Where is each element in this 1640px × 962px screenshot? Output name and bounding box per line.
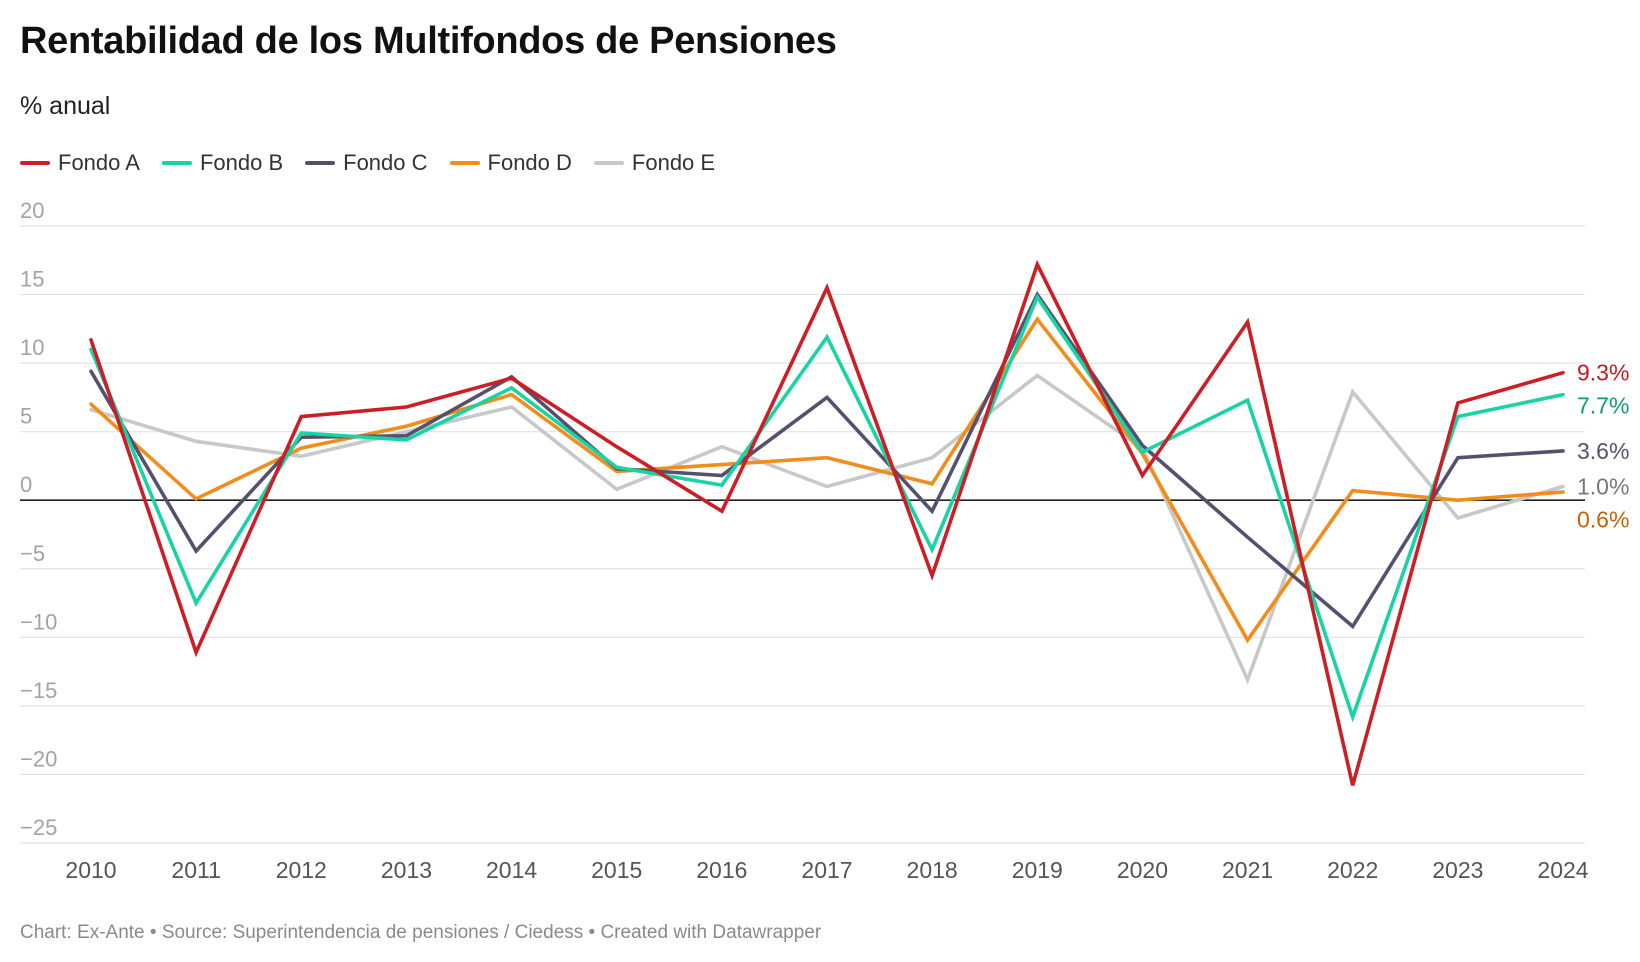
y-tick-label: −10 bbox=[20, 609, 57, 634]
chart-title: Rentabilidad de los Multifondos de Pensi… bbox=[20, 20, 837, 62]
y-tick-label: −20 bbox=[20, 746, 57, 771]
legend-label-fondo-e: Fondo E bbox=[631, 150, 716, 175]
x-axis-labels: 2010 2011 2012 2013 2014 2015 2016 2017 2018 2019… bbox=[65, 857, 1588, 883]
legend-swatch-fondo-c bbox=[305, 161, 336, 165]
chart-footer: Chart: Ex-Ante • Source: Superintendenci… bbox=[20, 922, 822, 943]
x-tick-label: 2020 bbox=[1117, 857, 1168, 883]
legend-label-fondo-b: Fondo B bbox=[199, 150, 284, 175]
y-tick-label: −5 bbox=[20, 541, 45, 566]
legend-item-fondo-b: Fondo B bbox=[161, 150, 284, 176]
legend: Fondo A Fondo B Fondo C Fondo D Fondo E bbox=[20, 150, 737, 176]
end-label-fondo-c: 3.6% bbox=[1577, 438, 1629, 464]
x-tick-label: 2017 bbox=[801, 857, 852, 883]
legend-label-fondo-c: Fondo C bbox=[343, 150, 428, 175]
x-tick-label: 2012 bbox=[276, 857, 327, 883]
legend-label-fondo-d: Fondo D bbox=[487, 150, 572, 175]
legend-item-fondo-e: Fondo E bbox=[593, 150, 716, 176]
y-tick-label: 0 bbox=[20, 472, 32, 497]
y-tick-label: 20 bbox=[20, 198, 44, 223]
y-tick-label: 10 bbox=[20, 335, 44, 360]
series-line-fondo-a bbox=[89, 259, 1565, 786]
legend-swatch-fondo-d bbox=[449, 161, 480, 165]
y-tick-label: −25 bbox=[20, 815, 57, 840]
series-line-fondo-d bbox=[89, 316, 1565, 644]
y-axis-labels: 20 15 10 5 0 −5 −10 −15 −20 −25 bbox=[20, 198, 57, 840]
x-tick-label: 2022 bbox=[1327, 857, 1378, 883]
x-tick-label: 2024 bbox=[1537, 857, 1588, 883]
y-tick-label: −15 bbox=[20, 678, 57, 703]
end-label-fondo-e: 1.0% bbox=[1577, 474, 1629, 500]
x-tick-label: 2014 bbox=[486, 857, 537, 883]
x-tick-label: 2015 bbox=[591, 857, 642, 883]
x-tick-label: 2013 bbox=[381, 857, 432, 883]
x-tick-label: 2019 bbox=[1012, 857, 1063, 883]
series-line-fondo-e bbox=[89, 373, 1565, 685]
x-tick-label: 2011 bbox=[171, 857, 220, 883]
x-tick-label: 2021 bbox=[1222, 857, 1273, 883]
legend-label-fondo-a: Fondo A bbox=[58, 150, 140, 175]
legend-swatch-fondo-a bbox=[20, 161, 50, 165]
series-line-fondo-c bbox=[89, 291, 1565, 630]
series-lines bbox=[89, 259, 1565, 786]
legend-item-fondo-c: Fondo C bbox=[305, 150, 428, 176]
end-labels: 9.3% 7.7% 3.6% 1.0% 0.6% bbox=[1577, 360, 1629, 533]
series-line-fondo-b bbox=[89, 293, 1565, 723]
end-label-fondo-b: 7.7% bbox=[1577, 393, 1629, 419]
x-tick-label: 2016 bbox=[696, 857, 747, 883]
x-tick-label: 2010 bbox=[65, 857, 116, 883]
legend-swatch-fondo-b bbox=[161, 161, 192, 165]
end-label-fondo-d: 0.6% bbox=[1577, 507, 1629, 533]
legend-swatch-fondo-e bbox=[593, 161, 624, 165]
chart-subtitle: % anual bbox=[20, 92, 111, 120]
x-tick-label: 2018 bbox=[907, 857, 958, 883]
gridlines bbox=[20, 225, 1585, 844]
legend-item-fondo-a: Fondo A bbox=[20, 150, 140, 176]
end-label-fondo-a: 9.3% bbox=[1577, 360, 1629, 386]
legend-item-fondo-d: Fondo D bbox=[449, 150, 572, 176]
y-tick-label: 15 bbox=[20, 267, 44, 292]
x-tick-label: 2023 bbox=[1432, 857, 1483, 883]
y-tick-label: 5 bbox=[20, 404, 32, 429]
